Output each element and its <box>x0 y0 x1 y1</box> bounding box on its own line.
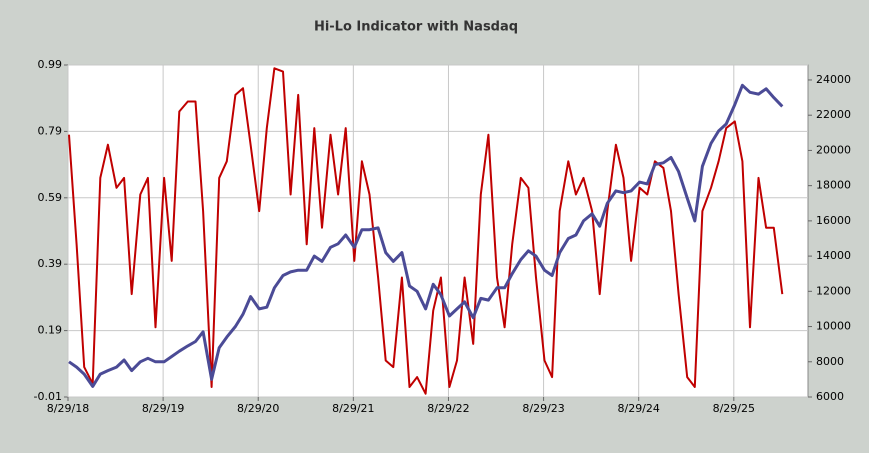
y2-tick-label: 8000 <box>816 355 844 368</box>
x-tick-label: 8/29/18 <box>47 402 89 415</box>
y2-tick-label: 20000 <box>816 143 851 156</box>
y-tick-label: 0.99 <box>38 58 63 71</box>
y2-tick-label: 14000 <box>816 249 851 262</box>
y2-tick-label: 24000 <box>816 73 851 86</box>
y2-tick-label: 12000 <box>816 284 851 297</box>
y-tick-label: 0.59 <box>38 191 63 204</box>
x-tick-label: 8/29/22 <box>427 402 469 415</box>
y2-tick-label: 16000 <box>816 214 851 227</box>
x-tick-label: 8/29/23 <box>522 402 564 415</box>
x-tick-label: 8/29/25 <box>713 402 755 415</box>
chart-title: Hi-Lo Indicator with Nasdaq <box>314 20 518 35</box>
y-tick-label: 0.19 <box>38 324 63 337</box>
y-tick-label: -0.01 <box>34 390 62 403</box>
x-tick-label: 8/29/21 <box>332 402 374 415</box>
y2-tick-label: 6000 <box>816 390 844 403</box>
series-line <box>68 83 784 388</box>
x-tick-label: 8/29/24 <box>617 402 659 415</box>
plot-area <box>67 64 809 398</box>
series-line <box>68 67 784 395</box>
x-tick-label: 8/29/20 <box>237 402 279 415</box>
y-tick-label: 0.79 <box>38 124 63 137</box>
y2-tick-label: 10000 <box>816 320 851 333</box>
y-tick-label: 0.39 <box>38 257 63 270</box>
y2-tick-label: 22000 <box>816 108 851 121</box>
x-tick-label: 8/29/19 <box>142 402 184 415</box>
y2-tick-label: 18000 <box>816 179 851 192</box>
